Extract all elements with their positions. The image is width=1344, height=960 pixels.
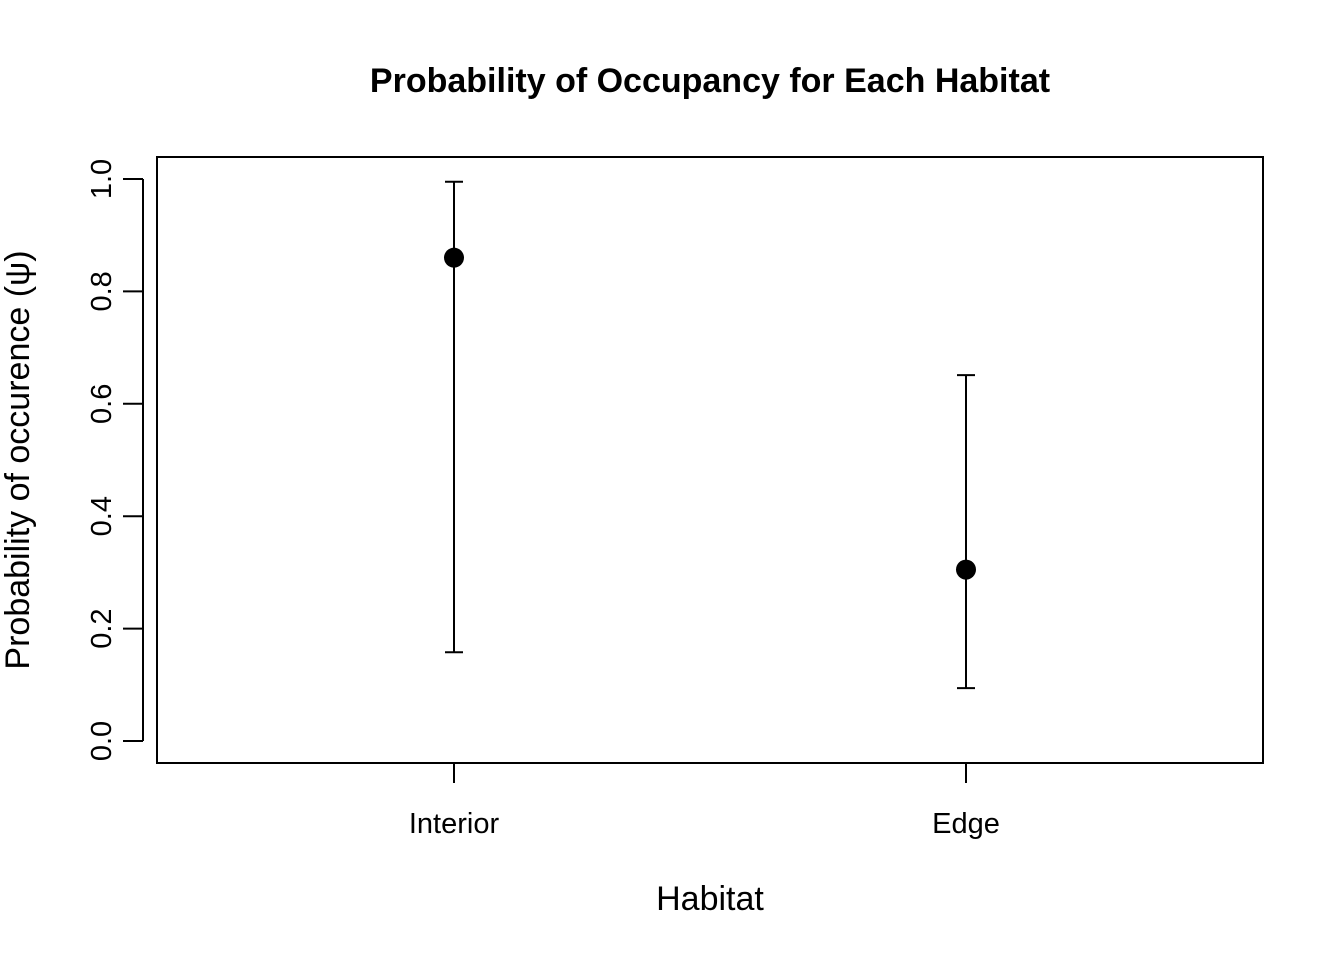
y-tick-label: 0.6: [86, 384, 118, 424]
y-tick-label: 0.0: [86, 721, 118, 761]
y-tick-label: 0.2: [86, 608, 118, 648]
x-tick-label: Interior: [409, 808, 500, 840]
y-tick-label: 0.8: [86, 271, 118, 311]
x-axis-title: Habitat: [656, 880, 764, 918]
y-tick-label: 0.4: [86, 496, 118, 536]
x-tick-label: Edge: [932, 808, 1000, 840]
y-axis: 0.0 0.2 0.4 0.6 0.8 1.0: [86, 159, 144, 761]
data-marks: [444, 180, 976, 690]
data-point: [444, 247, 464, 268]
y-tick-label: 1.0: [86, 159, 118, 199]
data-point: [956, 559, 976, 580]
chart-title: Probability of Occupancy for Each Habita…: [370, 62, 1050, 100]
x-axis: Interior Edge: [409, 763, 1000, 840]
y-axis-title: Probability of occurence (ψ): [0, 250, 37, 669]
plot-frame: [156, 156, 1264, 764]
